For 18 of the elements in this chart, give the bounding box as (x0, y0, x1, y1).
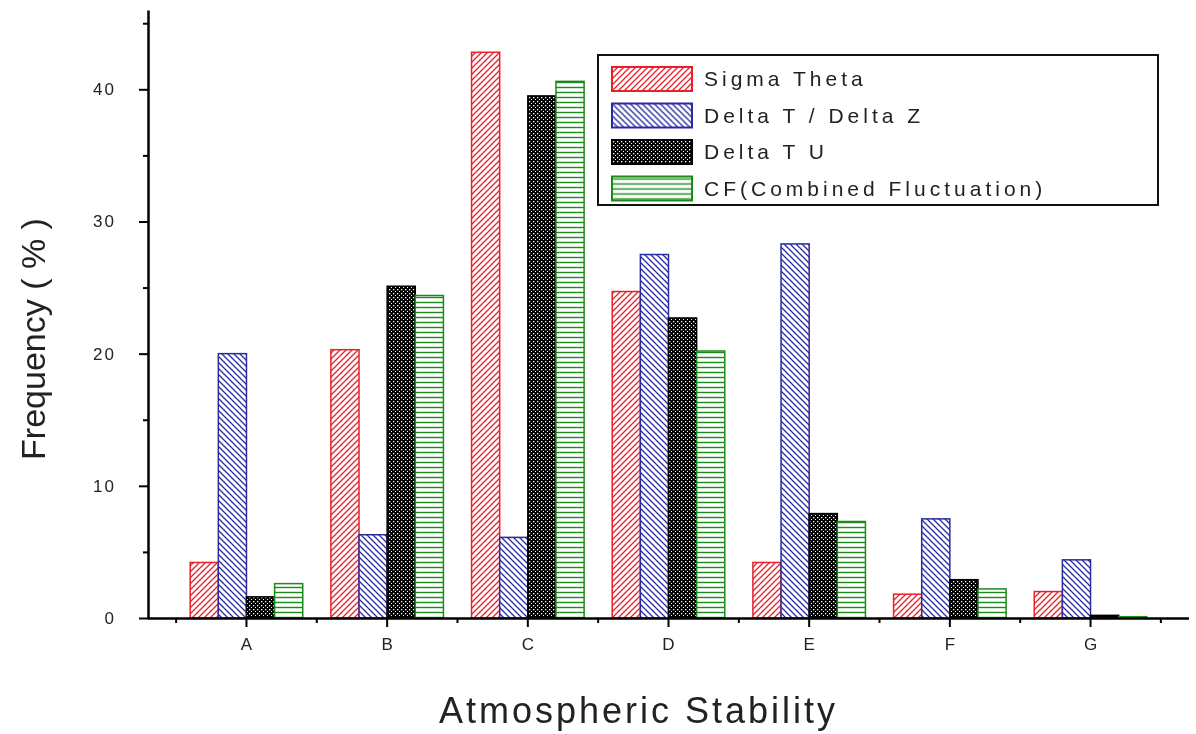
y-tick-label: 20 (93, 344, 116, 364)
x-tick-label: F (944, 635, 956, 655)
legend-label: Delta T U (704, 140, 828, 163)
y-tick-label: 0 (104, 608, 116, 628)
x-tick-label: G (1083, 635, 1098, 655)
x-tick-label: D (662, 635, 675, 655)
y-tick-label: 30 (93, 212, 116, 232)
x-tick-label: A (240, 635, 253, 655)
y-tick-label: 10 (93, 476, 116, 496)
y-tick-label: 40 (93, 80, 116, 100)
y-axis-title: Frequency ( % ) (14, 218, 52, 460)
legend-label: Delta T / Delta Z (704, 103, 925, 127)
x-tick-label: C (521, 635, 534, 655)
legend-label: Sigma Theta (704, 67, 867, 90)
legend-label: CF(Combined Fluctuation) (704, 176, 1047, 200)
x-tick-label: E (803, 635, 815, 655)
x-tick-label: B (381, 635, 393, 655)
x-axis-title: Atmospheric Stability (438, 690, 839, 731)
